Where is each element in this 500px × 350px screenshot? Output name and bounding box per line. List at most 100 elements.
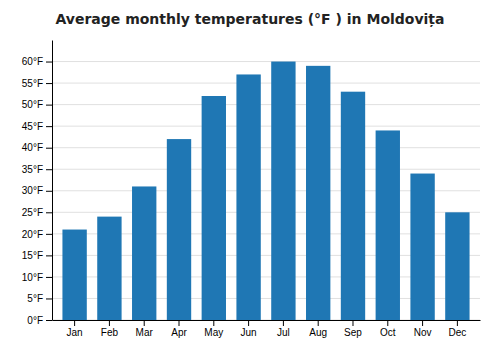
tick: Sep: [344, 320, 362, 338]
tick-mark: [248, 320, 249, 326]
tick: 60°F: [22, 56, 52, 67]
tick-label: Jul: [277, 327, 290, 338]
tick: Jul: [277, 320, 290, 338]
tick: 5°F: [27, 293, 52, 304]
tick-label: 30°F: [22, 185, 43, 196]
plot: 0°F 5°F 10°F 15°F 20°F 25°F 30°F 35°F 40°F 45°F 50…: [22, 41, 481, 339]
tick-label: Oct: [380, 327, 396, 338]
tick-label: 15°F: [22, 250, 43, 261]
tick-label: 35°F: [22, 164, 43, 175]
tick-label: 5°F: [27, 293, 43, 304]
tick-mark: [46, 298, 52, 299]
bar: [132, 186, 156, 320]
tick-mark: [179, 320, 180, 326]
tick-mark: [283, 320, 284, 326]
grid-line: [52, 83, 480, 84]
tick: Jan: [67, 320, 83, 338]
grid-line: [52, 104, 480, 105]
tick-label: Dec: [448, 327, 466, 338]
grid: [52, 62, 480, 320]
tick-label: Mar: [136, 327, 154, 338]
tick-label: 0°F: [27, 315, 43, 326]
bar: [376, 130, 400, 320]
bar: [167, 139, 191, 320]
bar: [271, 62, 295, 320]
tick: 45°F: [22, 121, 52, 132]
tick-mark: [46, 148, 52, 149]
y-axis: 0°F 5°F 10°F 15°F 20°F 25°F 30°F 35°F 40°F 45°F 50…: [22, 41, 53, 326]
tick: Oct: [380, 320, 396, 338]
axis-line: [53, 320, 481, 321]
tick: Aug: [309, 320, 327, 338]
tick: 15°F: [22, 250, 52, 261]
tick: Nov: [414, 320, 432, 338]
x-axis: Jan Feb Mar Apr May Jun Jul Aug Sep Oct Nov Dec: [53, 320, 481, 338]
tick-label: Feb: [101, 327, 119, 338]
tick-label: Apr: [171, 327, 187, 338]
bar: [236, 74, 260, 320]
tick: 40°F: [22, 142, 52, 153]
tick-mark: [46, 191, 52, 192]
tick-label: 10°F: [22, 272, 43, 283]
tick-mark: [74, 320, 75, 326]
tick-mark: [213, 320, 214, 326]
tick-mark: [46, 234, 52, 235]
tick-mark: [46, 169, 52, 170]
tick-mark: [352, 320, 353, 326]
tick: Jun: [241, 320, 257, 338]
chart: 0°F 5°F 10°F 15°F 20°F 25°F 30°F 35°F 40°F 45°F 50…: [0, 0, 500, 350]
tick-label: Aug: [309, 327, 327, 338]
tick-label: May: [204, 327, 223, 338]
tick: 10°F: [22, 272, 52, 283]
tick: 0°F: [27, 315, 52, 326]
tick-label: Jun: [241, 327, 257, 338]
tick-label: 50°F: [22, 99, 43, 110]
title: Average monthly temperatures (°F ) in Mo…: [55, 11, 444, 28]
tick-mark: [46, 62, 52, 63]
grid-line: [52, 126, 480, 127]
bar: [62, 230, 86, 320]
tick-mark: [318, 320, 319, 326]
tick-label: Jan: [67, 327, 83, 338]
tick: 50°F: [22, 99, 52, 110]
tick: Dec: [448, 320, 466, 338]
tick: Mar: [136, 320, 154, 338]
bar: [97, 217, 121, 320]
tick-label: 20°F: [22, 229, 43, 240]
tick-mark: [109, 320, 110, 326]
tick-mark: [46, 212, 52, 213]
tick: Feb: [101, 320, 119, 338]
tick-mark: [422, 320, 423, 326]
bar: [202, 96, 226, 320]
tick-label: 45°F: [22, 121, 43, 132]
tick-label: 40°F: [22, 142, 43, 153]
tick: 25°F: [22, 207, 52, 218]
tick-label: Sep: [344, 327, 362, 338]
bars: [62, 62, 469, 320]
tick-label: 55°F: [22, 78, 43, 89]
grid-line: [52, 61, 480, 62]
bar: [341, 92, 365, 320]
tick: May: [204, 320, 223, 338]
bar: [410, 174, 434, 320]
tick-mark: [46, 320, 52, 321]
tick: 20°F: [22, 229, 52, 240]
tick-mark: [46, 277, 52, 278]
tick-mark: [46, 105, 52, 106]
tick-label: 60°F: [22, 56, 43, 67]
axis-line: [52, 41, 53, 321]
tick-mark: [144, 320, 145, 326]
tick-mark: [387, 320, 388, 326]
tick-mark: [46, 126, 52, 127]
bar: [306, 66, 330, 320]
tick-label: 25°F: [22, 207, 43, 218]
tick-mark: [46, 83, 52, 84]
tick-mark: [457, 320, 458, 326]
bar: [445, 212, 469, 320]
tick-mark: [46, 255, 52, 256]
tick: 30°F: [22, 185, 52, 196]
tick-label: Nov: [414, 327, 432, 338]
grid-line: [52, 169, 480, 170]
tick: 35°F: [22, 164, 52, 175]
grid-line: [52, 147, 480, 148]
